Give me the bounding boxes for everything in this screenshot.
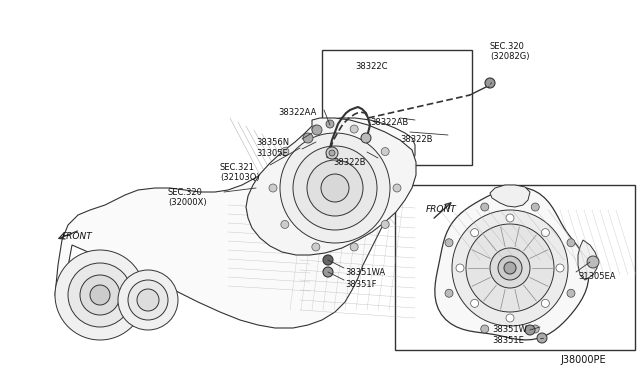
Text: 38351W: 38351W bbox=[492, 325, 527, 334]
Circle shape bbox=[567, 239, 575, 247]
Circle shape bbox=[506, 214, 514, 222]
Circle shape bbox=[393, 184, 401, 192]
Circle shape bbox=[321, 174, 349, 202]
Circle shape bbox=[90, 285, 110, 305]
Circle shape bbox=[323, 255, 333, 265]
Text: 38322C: 38322C bbox=[355, 62, 387, 71]
Text: 38322B: 38322B bbox=[400, 135, 433, 144]
Circle shape bbox=[350, 125, 358, 133]
Polygon shape bbox=[246, 118, 416, 255]
Circle shape bbox=[118, 270, 178, 330]
Circle shape bbox=[280, 133, 390, 243]
Text: 38351F: 38351F bbox=[345, 280, 376, 289]
Circle shape bbox=[303, 133, 313, 143]
Text: (32103Q): (32103Q) bbox=[220, 173, 260, 182]
Circle shape bbox=[312, 125, 322, 135]
Text: SEC.321: SEC.321 bbox=[220, 163, 255, 172]
Circle shape bbox=[525, 325, 535, 335]
Bar bbox=[322, 50, 472, 165]
Circle shape bbox=[326, 120, 334, 128]
Text: SEC.320: SEC.320 bbox=[168, 188, 203, 197]
Text: 38322B: 38322B bbox=[333, 158, 365, 167]
Circle shape bbox=[323, 267, 333, 277]
Bar bbox=[395, 185, 635, 350]
Circle shape bbox=[137, 289, 159, 311]
Circle shape bbox=[481, 203, 489, 211]
Text: FRONT: FRONT bbox=[426, 205, 457, 214]
Circle shape bbox=[456, 264, 464, 272]
Text: 38356N: 38356N bbox=[256, 138, 289, 147]
Circle shape bbox=[541, 229, 549, 237]
Polygon shape bbox=[55, 118, 415, 328]
Circle shape bbox=[381, 221, 389, 228]
Circle shape bbox=[587, 256, 599, 268]
Circle shape bbox=[470, 229, 479, 237]
Circle shape bbox=[470, 299, 479, 307]
Circle shape bbox=[68, 263, 132, 327]
Text: 38351E: 38351E bbox=[492, 336, 524, 345]
Polygon shape bbox=[435, 187, 589, 340]
Circle shape bbox=[293, 146, 377, 230]
Polygon shape bbox=[490, 185, 530, 207]
Circle shape bbox=[312, 125, 320, 133]
Circle shape bbox=[485, 78, 495, 88]
Circle shape bbox=[498, 256, 522, 280]
Circle shape bbox=[269, 184, 277, 192]
Circle shape bbox=[312, 243, 320, 251]
Circle shape bbox=[350, 243, 358, 251]
Circle shape bbox=[537, 333, 547, 343]
Polygon shape bbox=[578, 240, 598, 280]
Text: 38322AA: 38322AA bbox=[278, 108, 316, 117]
Circle shape bbox=[55, 250, 145, 340]
Text: 31305E: 31305E bbox=[256, 149, 288, 158]
Circle shape bbox=[466, 224, 554, 312]
Circle shape bbox=[361, 133, 371, 143]
Text: SEC.320: SEC.320 bbox=[490, 42, 525, 51]
Circle shape bbox=[556, 264, 564, 272]
Circle shape bbox=[80, 275, 120, 315]
Circle shape bbox=[307, 160, 363, 216]
Text: (32000X): (32000X) bbox=[168, 198, 207, 207]
Text: FRONT: FRONT bbox=[62, 232, 93, 241]
Circle shape bbox=[128, 280, 168, 320]
Circle shape bbox=[281, 148, 289, 155]
Circle shape bbox=[531, 325, 540, 333]
Text: (32082G): (32082G) bbox=[490, 52, 529, 61]
Text: J38000PE: J38000PE bbox=[560, 355, 605, 365]
Circle shape bbox=[452, 210, 568, 326]
Text: 31305EA: 31305EA bbox=[578, 272, 616, 281]
Text: 38351WA: 38351WA bbox=[345, 268, 385, 277]
Circle shape bbox=[381, 148, 389, 155]
Circle shape bbox=[326, 147, 338, 159]
Circle shape bbox=[445, 239, 453, 247]
Circle shape bbox=[329, 150, 335, 156]
Circle shape bbox=[567, 289, 575, 297]
Circle shape bbox=[504, 262, 516, 274]
Circle shape bbox=[481, 325, 489, 333]
Circle shape bbox=[541, 299, 549, 307]
Text: 38322AB: 38322AB bbox=[370, 118, 408, 127]
Circle shape bbox=[281, 221, 289, 228]
Circle shape bbox=[490, 248, 530, 288]
Circle shape bbox=[506, 314, 514, 322]
Circle shape bbox=[445, 289, 453, 297]
Circle shape bbox=[531, 203, 540, 211]
